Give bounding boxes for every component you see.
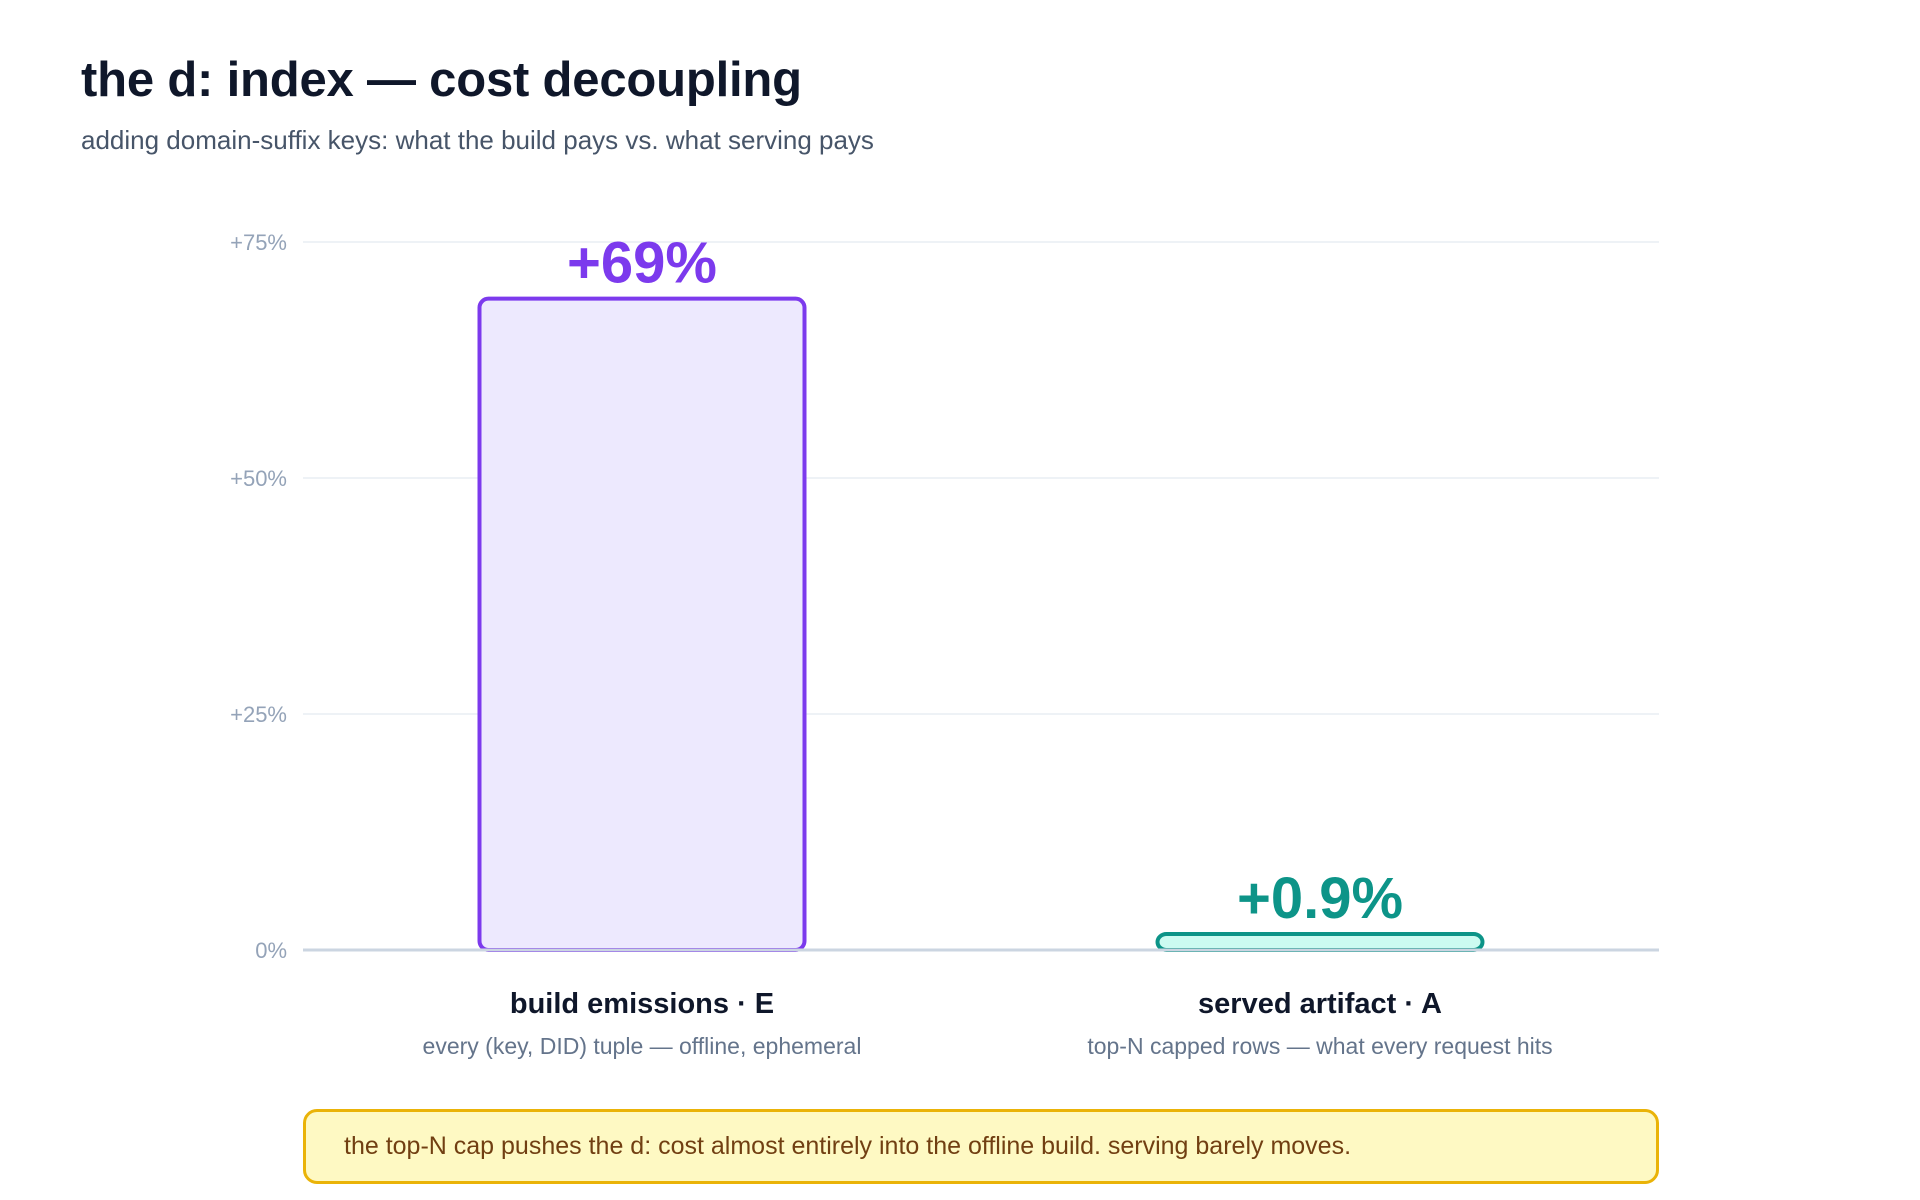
y-tick-label: +25% xyxy=(230,702,287,727)
category-label: build emissions · E xyxy=(510,988,774,1020)
data-label: +0.9% xyxy=(1237,866,1403,931)
page-subtitle: adding domain-suffix keys: what the buil… xyxy=(81,125,874,155)
y-axis-ticks: 0% +25% +50% +75% xyxy=(230,230,287,963)
category-labels: build emissions · E every (key, DID) tupl… xyxy=(423,988,1553,1059)
category-label: served artifact · A xyxy=(1198,988,1442,1020)
bar xyxy=(1155,932,1485,952)
bar xyxy=(477,296,807,952)
bars xyxy=(477,296,1485,952)
data-labels: +69% +0.9% xyxy=(567,231,1403,931)
y-tick-label: +50% xyxy=(230,466,287,491)
insight-callout: the top-N cap pushes the d: cost almost … xyxy=(303,1109,1659,1184)
data-label: +69% xyxy=(567,231,717,296)
category-description: every (key, DID) tuple — offline, epheme… xyxy=(423,1033,862,1059)
y-tick-label: 0% xyxy=(255,938,287,963)
page-title: the d: index — cost decoupling xyxy=(81,53,802,107)
category-description: top-N capped rows — what every request h… xyxy=(1087,1033,1552,1059)
bar-chart: 0% +25% +50% +75% +69% +0.9% build emissions… xyxy=(230,230,1659,1059)
callout-text: the top-N cap pushes the d: cost almost … xyxy=(344,1132,1352,1160)
y-tick-label: +75% xyxy=(230,230,287,255)
